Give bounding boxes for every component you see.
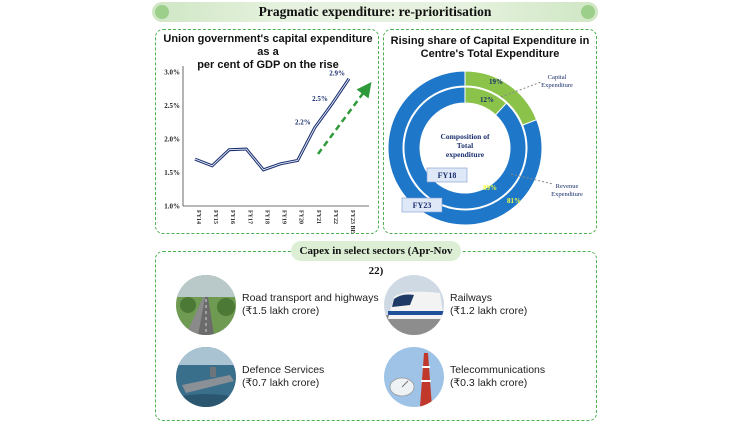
x-tick-label: FY16 xyxy=(229,210,235,224)
telecom-tower-photo xyxy=(384,347,444,407)
donut-center-line3: expenditure xyxy=(446,150,485,159)
capex-share-title: Rising share of Capital Expenditure in C… xyxy=(385,35,595,61)
y-tick-label: 3.0% xyxy=(164,69,180,77)
fy18-ring-label: FY18 xyxy=(438,171,457,180)
sector-road-name: Road transport and highways xyxy=(242,292,379,304)
sector-telecom-value: (₹0.3 lakh crore) xyxy=(450,377,528,389)
sector-defence: Defence Services (₹0.7 lakh crore) xyxy=(176,347,324,407)
x-tick-label: FY19 xyxy=(281,210,287,224)
x-tick-label: FY17 xyxy=(246,210,252,224)
sector-road: Road transport and highways (₹1.5 lakh c… xyxy=(176,275,379,335)
x-tick-label: FY14 xyxy=(195,210,201,224)
x-tick-label: FY22 xyxy=(332,210,338,224)
sector-defence-name: Defence Services xyxy=(242,364,325,376)
y-tick-label: 2.0% xyxy=(164,136,180,144)
donut-center-line2: Total xyxy=(457,141,473,150)
capex-gdp-series-line-highlight xyxy=(194,78,350,171)
y-tick-label: 2.5% xyxy=(164,102,180,110)
revenue-expenditure-legend-line2: Expenditure xyxy=(551,191,583,198)
sector-railways-name: Railways xyxy=(450,292,493,304)
data-label: 2.2% xyxy=(295,119,311,127)
x-tick-label: FY23 BE xyxy=(349,210,355,234)
x-tick-label: FY15 xyxy=(212,210,218,224)
capex-gdp-title-line2: per cent of GDP on the rise xyxy=(197,59,339,71)
train-photo xyxy=(384,275,444,335)
capital-expenditure-legend-line2: Expenditure xyxy=(541,82,573,89)
fy23-revenue-share-label: 81% xyxy=(507,197,521,205)
y-tick-label: 1.0% xyxy=(164,203,180,211)
x-tick-label: FY18 xyxy=(263,210,269,224)
capex-share-title-line1: Rising share of Capital Expenditure in xyxy=(390,35,590,47)
fy18-capital-share-label: 12% xyxy=(480,96,494,104)
capex-share-title-line2: Centre's Total Expenditure xyxy=(420,48,560,60)
section-banner: Pragmatic expenditure: re-prioritisation xyxy=(152,2,598,22)
capex-gdp-title-line1: Union government's capital expenditure a… xyxy=(163,33,373,58)
fy23-ring-label: FY23 xyxy=(413,201,432,210)
x-tick-label: FY20 xyxy=(298,210,304,224)
capex-share-donut-chart: Capital Expenditure Revenue Expenditure … xyxy=(387,70,583,226)
capex-gdp-series-line xyxy=(194,77,351,172)
sector-defence-value: (₹0.7 lakh crore) xyxy=(242,377,320,389)
sector-railways: Railways (₹1.2 lakh crore) xyxy=(384,275,527,335)
x-tick-label: FY21 xyxy=(315,210,321,224)
capex-gdp-panel xyxy=(155,29,379,234)
sector-telecom: Telecommunications (₹0.3 lakh crore) xyxy=(384,347,545,407)
capex-gdp-title: Union government's capital expenditure a… xyxy=(157,33,379,72)
data-label: 2.9% xyxy=(329,70,345,78)
aircraft-carrier-photo xyxy=(176,347,236,407)
y-tick-label: 1.5% xyxy=(164,169,180,177)
fy18-revenue-slice xyxy=(403,86,527,210)
sector-telecom-name: Telecommunications xyxy=(450,364,546,376)
capital-expenditure-legend-line1: Capital xyxy=(548,74,567,81)
revenue-expenditure-legend-line1: Revenue xyxy=(556,183,579,190)
capex-gdp-line-chart: 1.0% 1.5% 2.0% 2.5% 3.0% FY14 FY15 FY16 FY17 FY1… xyxy=(164,66,372,234)
donut-center-line1: Composition of xyxy=(441,132,490,141)
fy23-revenue-slice xyxy=(387,70,543,226)
capex-share-panel xyxy=(383,29,597,234)
fy23-capital-share-label: 19% xyxy=(489,78,503,86)
sector-railways-value: (₹1.2 lakh crore) xyxy=(450,305,528,317)
trend-arrow xyxy=(316,81,372,155)
sectors-title: Capex in select sectors (Apr-Nov 22) xyxy=(291,241,461,277)
fy18-revenue-share-label: 89% xyxy=(483,184,497,192)
highway-photo xyxy=(176,275,236,335)
sector-road-value: (₹1.5 lakh crore) xyxy=(242,305,320,317)
data-label: 2.5% xyxy=(312,95,328,103)
